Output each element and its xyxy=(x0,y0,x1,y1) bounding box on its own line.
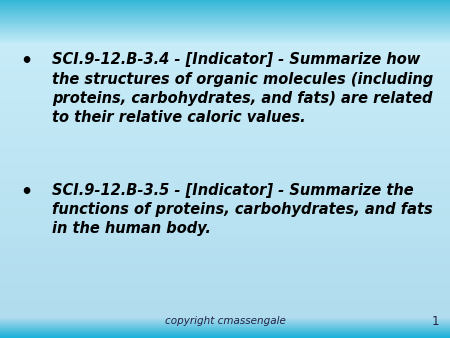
Text: SCI.9-12.B-3.4 - [Indicator] - Summarize how
the structures of organic molecules: SCI.9-12.B-3.4 - [Indicator] - Summarize… xyxy=(52,52,433,125)
Text: •: • xyxy=(20,52,32,71)
Text: •: • xyxy=(20,183,32,201)
Text: copyright cmassengale: copyright cmassengale xyxy=(165,316,285,326)
Text: SCI.9-12.B-3.5 - [Indicator] - Summarize the
functions of proteins, carbohydrate: SCI.9-12.B-3.5 - [Indicator] - Summarize… xyxy=(52,183,432,236)
Text: 1: 1 xyxy=(431,315,439,328)
